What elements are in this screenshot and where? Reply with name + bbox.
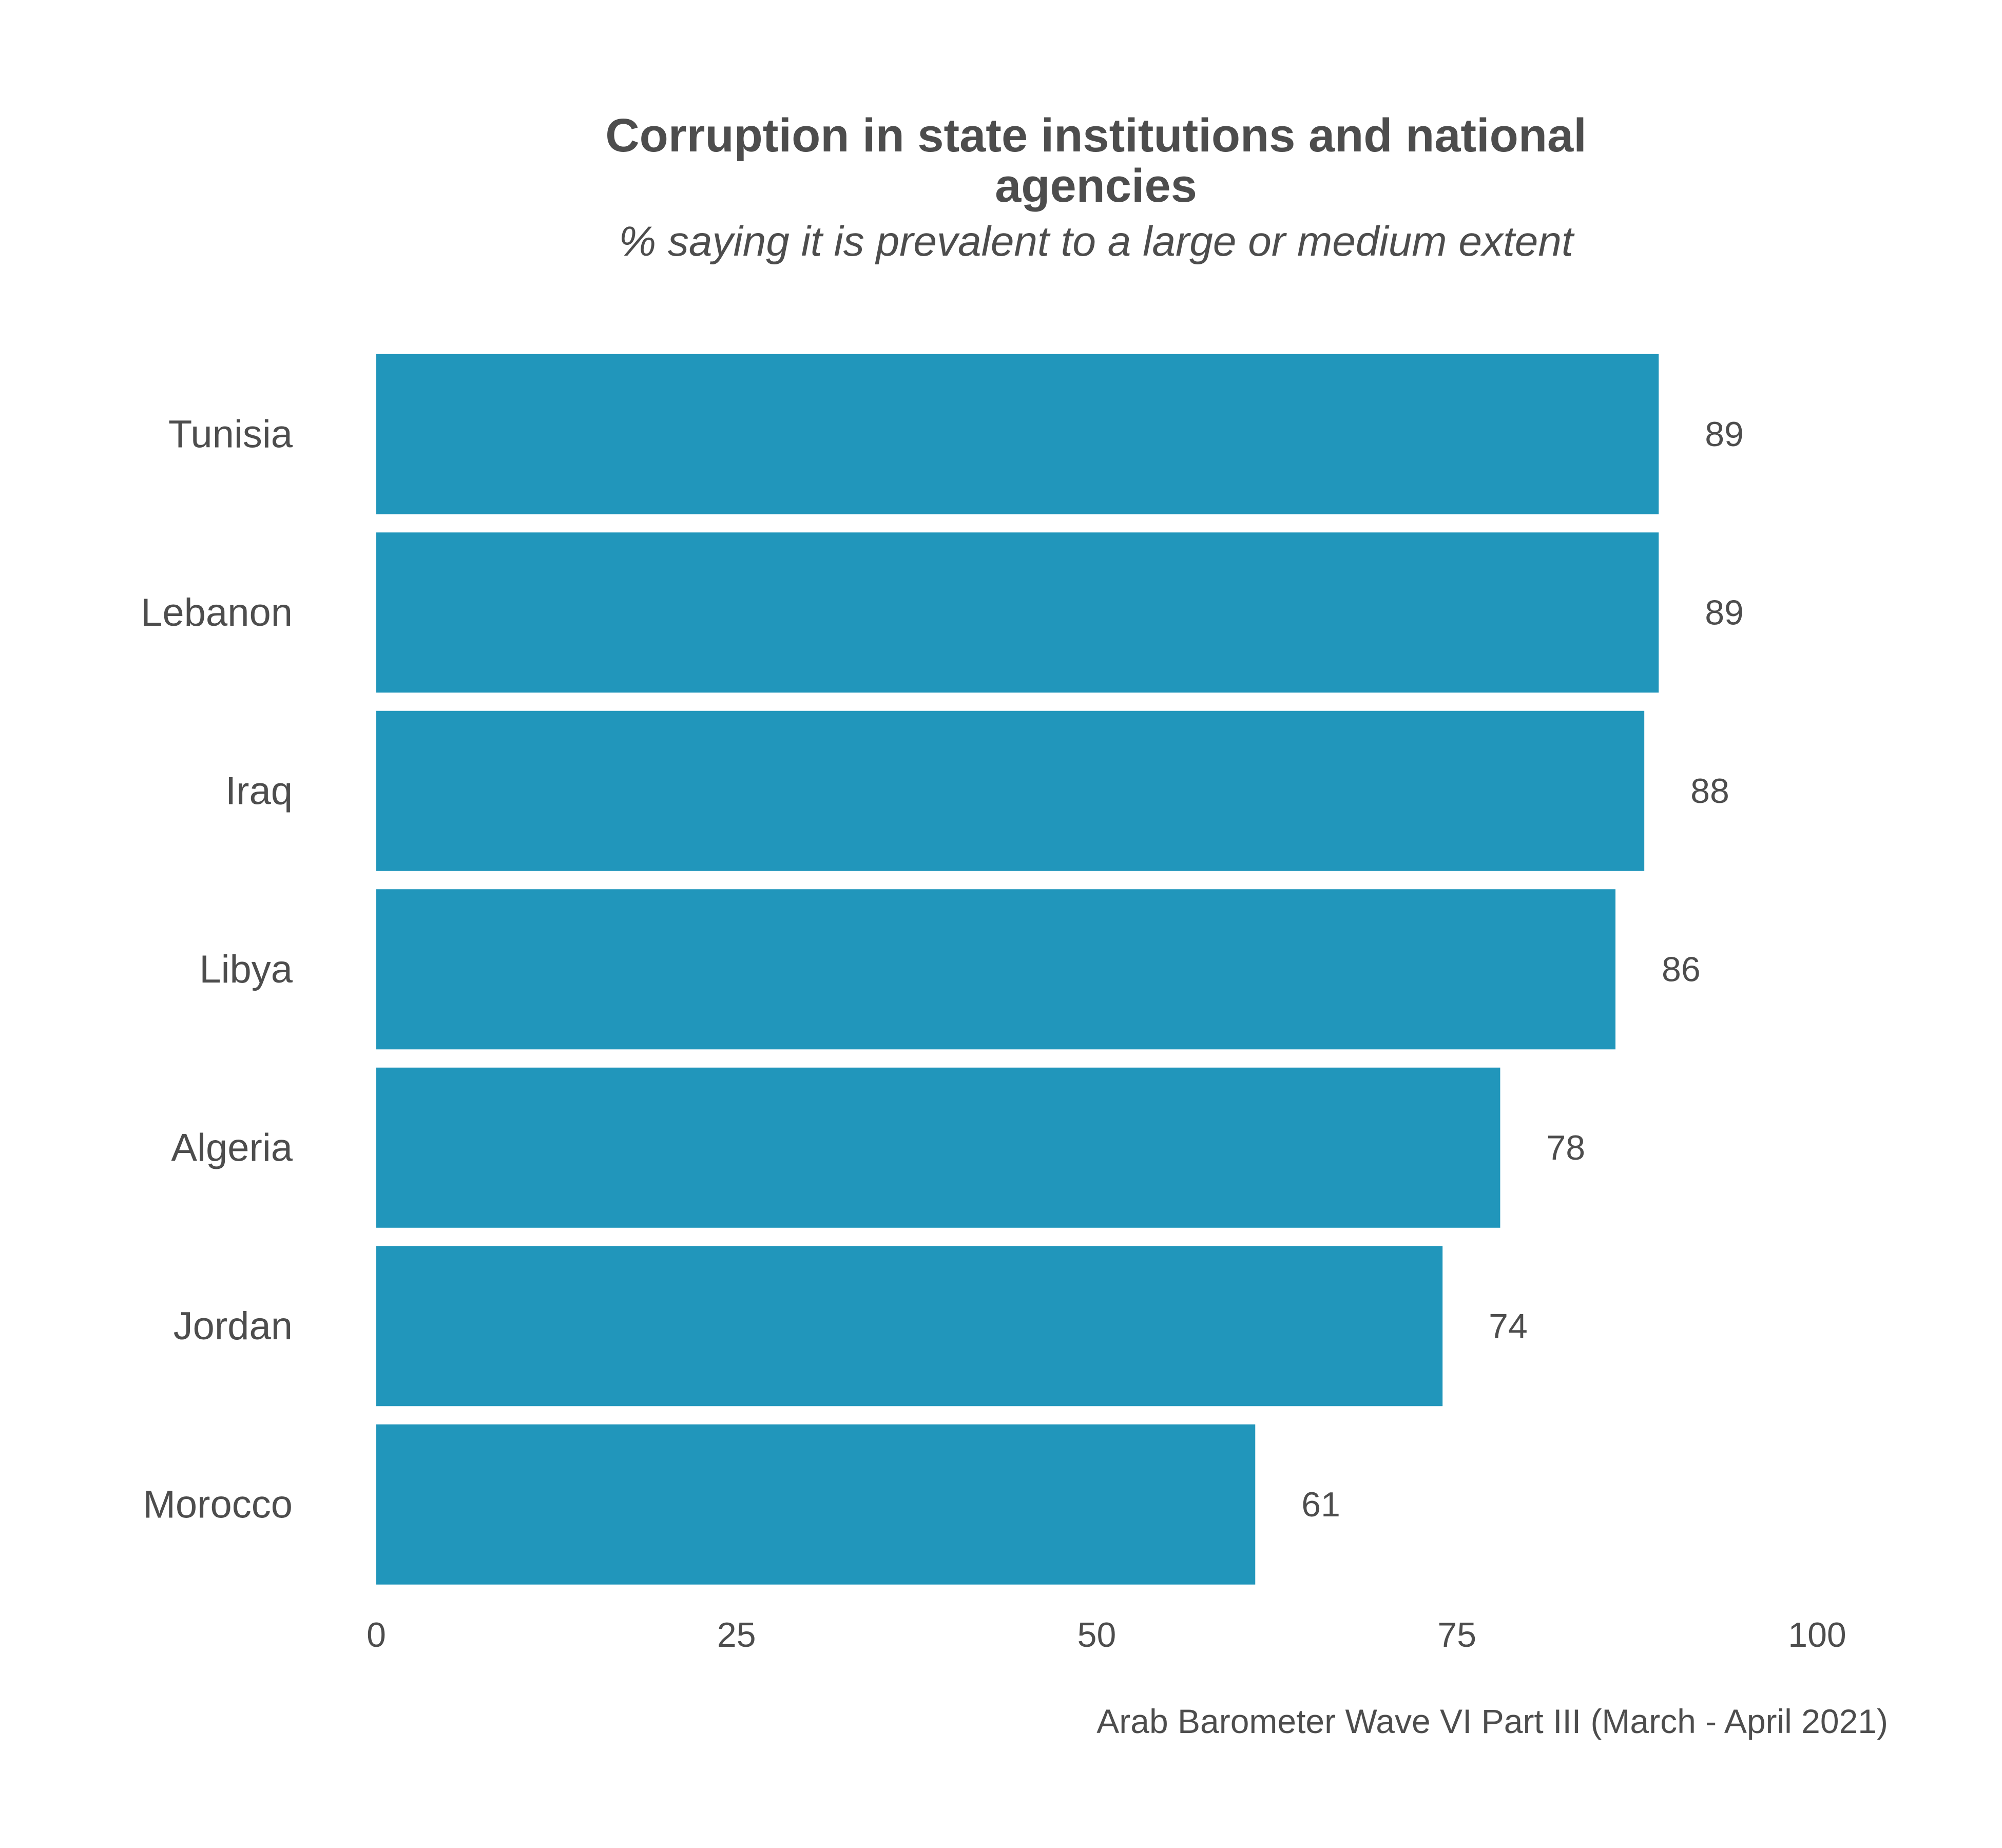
chart-caption: Arab Barometer Wave VI Part III (March -… bbox=[1096, 1702, 1888, 1740]
value-label-tunisia: 89 bbox=[1705, 415, 1744, 454]
x-tick-label-50: 50 bbox=[1077, 1615, 1116, 1654]
x-axis: 0 25 50 75 100 bbox=[367, 1615, 1846, 1654]
x-tick-label-0: 0 bbox=[367, 1615, 386, 1654]
category-label-lebanon: Lebanon bbox=[141, 591, 293, 634]
category-label-iraq: Iraq bbox=[225, 769, 293, 813]
value-label-algeria: 78 bbox=[1546, 1128, 1585, 1167]
category-label-tunisia: Tunisia bbox=[168, 412, 293, 456]
chart-subtitle: % saying it is prevalent to a large or m… bbox=[619, 218, 1573, 265]
category-label-algeria: Algeria bbox=[171, 1126, 293, 1169]
value-label-lebanon: 89 bbox=[1705, 593, 1744, 632]
category-label-libya: Libya bbox=[199, 948, 293, 991]
x-tick-label-100: 100 bbox=[1788, 1615, 1846, 1654]
chart-title: Corruption in state institutions and nat… bbox=[605, 109, 1587, 212]
x-tick-label-75: 75 bbox=[1437, 1615, 1476, 1654]
bar-morocco bbox=[376, 1424, 1256, 1585]
value-label-jordan: 74 bbox=[1489, 1306, 1528, 1345]
bar-algeria bbox=[376, 1067, 1500, 1228]
bar-lebanon bbox=[376, 532, 1659, 693]
category-label-jordan: Jordan bbox=[174, 1304, 293, 1348]
bar-tunisia bbox=[376, 354, 1659, 514]
value-label-iraq: 88 bbox=[1690, 772, 1729, 811]
bar-iraq bbox=[376, 710, 1645, 871]
value-labels-layer: 89 89 88 86 78 74 61 bbox=[1301, 415, 1744, 1524]
bar-jordan bbox=[376, 1246, 1443, 1407]
value-label-libya: 86 bbox=[1662, 950, 1701, 989]
category-label-morocco: Morocco bbox=[143, 1483, 293, 1526]
value-label-morocco: 61 bbox=[1301, 1485, 1340, 1524]
x-tick-label-25: 25 bbox=[717, 1615, 756, 1654]
bar-libya bbox=[376, 889, 1616, 1050]
bars-layer bbox=[376, 354, 1659, 1585]
category-labels-layer: Tunisia Lebanon Iraq Libya Algeria Jordan Moro… bbox=[141, 412, 293, 1526]
